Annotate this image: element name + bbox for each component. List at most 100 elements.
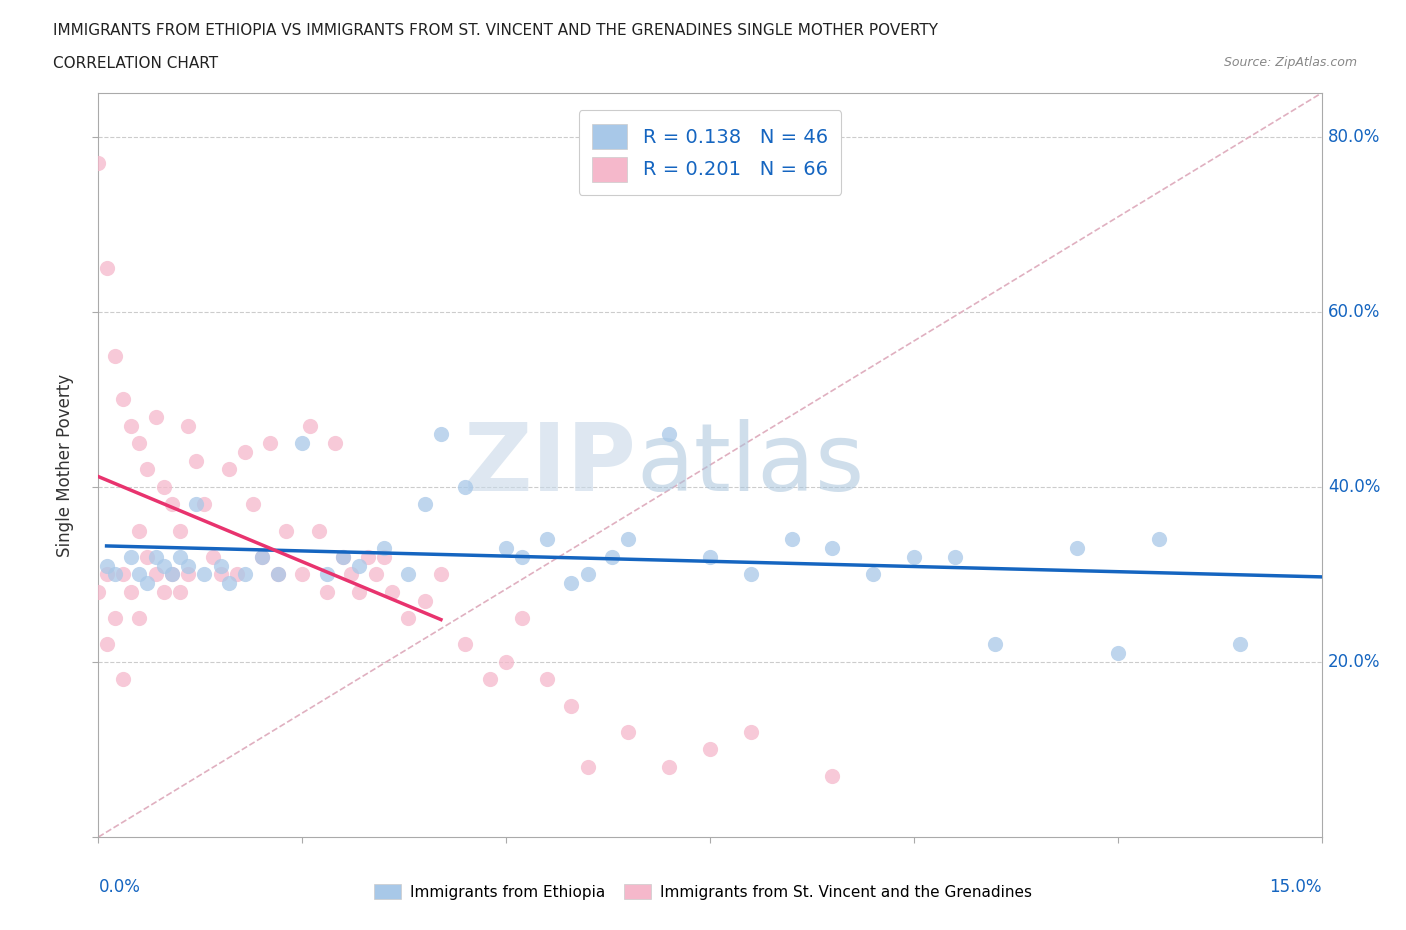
Point: [145, 409, 167, 424]
Point: [96, 637, 118, 652]
Point: [740, 724, 762, 739]
Point: [104, 348, 127, 363]
Point: [699, 550, 721, 565]
Point: [87, 584, 110, 599]
Point: [356, 550, 378, 565]
Point: [96, 558, 118, 573]
Text: ZIP: ZIP: [464, 419, 637, 511]
Text: atlas: atlas: [637, 419, 865, 511]
Point: [821, 768, 844, 783]
Point: [136, 462, 159, 477]
Point: [984, 637, 1007, 652]
Point: [111, 392, 134, 406]
Point: [617, 532, 640, 547]
Point: [291, 435, 314, 450]
Point: [1147, 532, 1170, 547]
Text: CORRELATION CHART: CORRELATION CHART: [53, 56, 218, 71]
Point: [396, 611, 419, 626]
Text: 40.0%: 40.0%: [1327, 478, 1381, 496]
Point: [396, 567, 419, 582]
Point: [160, 567, 183, 582]
Point: [218, 462, 240, 477]
Point: [186, 453, 208, 468]
Point: [226, 567, 249, 582]
Point: [299, 418, 322, 433]
Point: [96, 260, 118, 275]
Point: [242, 497, 264, 512]
Point: [193, 567, 215, 582]
Point: [413, 593, 436, 608]
Point: [111, 567, 134, 582]
Point: [160, 497, 183, 512]
Point: [1229, 637, 1251, 652]
Point: [373, 550, 395, 565]
Point: [177, 567, 200, 582]
Legend: R = 0.138   N = 46, R = 0.201   N = 66: R = 0.138 N = 46, R = 0.201 N = 66: [579, 110, 841, 195]
Point: [160, 567, 183, 582]
Point: [193, 497, 215, 512]
Point: [821, 540, 844, 555]
Point: [104, 567, 127, 582]
Point: [209, 567, 232, 582]
Text: Source: ZipAtlas.com: Source: ZipAtlas.com: [1223, 56, 1357, 69]
Point: [740, 567, 762, 582]
Point: [152, 480, 174, 495]
Point: [373, 540, 395, 555]
Point: [332, 550, 354, 565]
Point: [120, 584, 142, 599]
Point: [560, 698, 582, 713]
Point: [152, 584, 174, 599]
Point: [495, 655, 517, 670]
Point: [128, 524, 150, 538]
Point: [250, 550, 273, 565]
Point: [152, 558, 174, 573]
Point: [169, 550, 191, 565]
Text: 0.0%: 0.0%: [98, 878, 141, 896]
Point: [104, 611, 127, 626]
Point: [315, 567, 337, 582]
Point: [512, 611, 534, 626]
Point: [1066, 540, 1088, 555]
Point: [699, 742, 721, 757]
Point: [120, 550, 142, 565]
Point: [145, 550, 167, 565]
Point: [201, 550, 224, 565]
Point: [536, 672, 558, 687]
Point: [349, 558, 371, 573]
Point: [1107, 645, 1129, 660]
Point: [658, 760, 681, 775]
Point: [169, 524, 191, 538]
Point: [136, 576, 159, 591]
Point: [478, 672, 501, 687]
Point: [430, 567, 453, 582]
Point: [600, 550, 623, 565]
Point: [536, 532, 558, 547]
Point: [145, 567, 167, 582]
Point: [454, 637, 477, 652]
Point: [274, 524, 297, 538]
Point: [259, 435, 281, 450]
Point: [576, 567, 599, 582]
Point: [560, 576, 582, 591]
Point: [658, 427, 681, 442]
Point: [315, 584, 337, 599]
Point: [291, 567, 314, 582]
Point: [349, 584, 371, 599]
Point: [233, 567, 256, 582]
Point: [186, 497, 208, 512]
Point: [430, 427, 453, 442]
Point: [364, 567, 387, 582]
Text: 60.0%: 60.0%: [1327, 303, 1381, 321]
Point: [454, 480, 477, 495]
Point: [267, 567, 290, 582]
Point: [169, 584, 191, 599]
Point: [267, 567, 290, 582]
Y-axis label: Single Mother Poverty: Single Mother Poverty: [56, 374, 75, 556]
Point: [250, 550, 273, 565]
Point: [413, 497, 436, 512]
Point: [136, 550, 159, 565]
Point: [308, 524, 330, 538]
Point: [780, 532, 803, 547]
Point: [111, 672, 134, 687]
Point: [128, 611, 150, 626]
